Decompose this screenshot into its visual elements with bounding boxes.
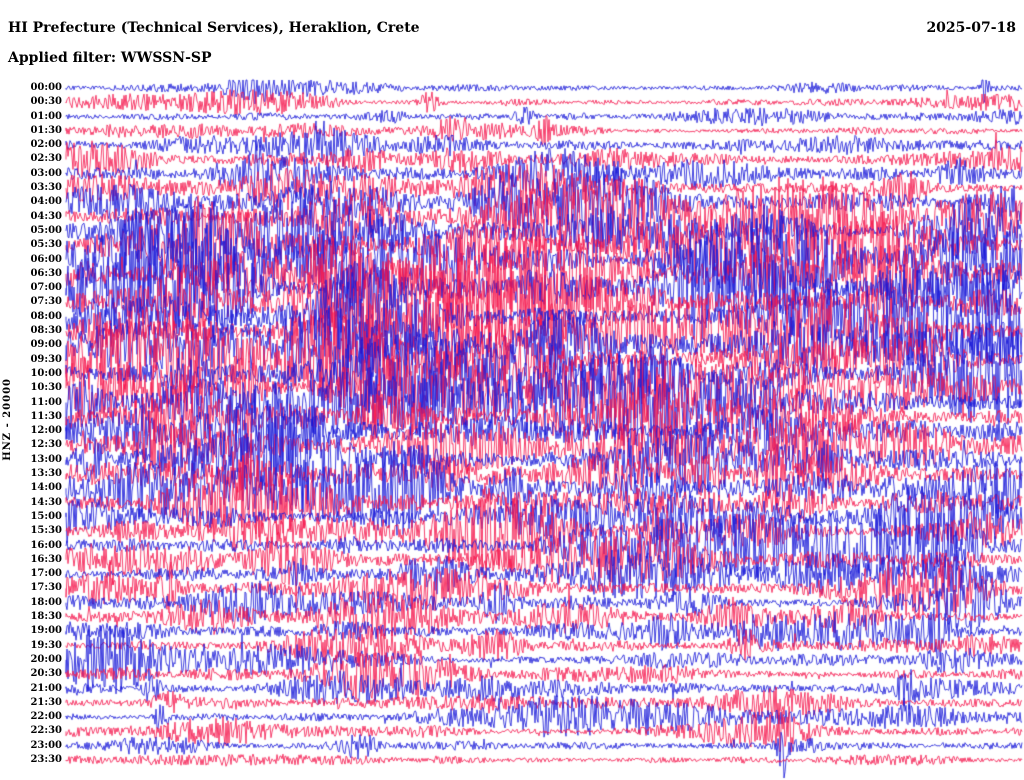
time-label: 01:00 bbox=[30, 110, 62, 122]
time-label: 06:00 bbox=[30, 253, 62, 265]
time-label: 21:00 bbox=[30, 682, 62, 694]
time-label: 22:30 bbox=[30, 725, 62, 737]
time-label: 08:30 bbox=[30, 325, 62, 337]
time-label: 16:00 bbox=[30, 539, 62, 551]
time-label: 12:00 bbox=[30, 425, 62, 437]
time-label: 23:00 bbox=[30, 739, 62, 751]
time-label: 15:30 bbox=[30, 525, 62, 537]
time-label: 18:00 bbox=[30, 596, 62, 608]
time-label: 01:30 bbox=[30, 124, 62, 136]
time-label: 18:30 bbox=[30, 611, 62, 623]
channel-scale-label: HNZ - 20000 bbox=[2, 378, 13, 461]
time-label: 14:00 bbox=[30, 482, 62, 494]
time-label: 11:00 bbox=[30, 396, 62, 408]
time-label: 19:00 bbox=[30, 625, 62, 637]
time-label: 20:30 bbox=[30, 668, 62, 680]
time-label: 10:30 bbox=[30, 382, 62, 394]
time-label: 23:30 bbox=[30, 754, 62, 765]
time-label: 03:00 bbox=[30, 167, 62, 179]
time-label: 00:30 bbox=[30, 96, 62, 108]
time-label: 09:30 bbox=[30, 353, 62, 365]
time-label: 17:30 bbox=[30, 582, 62, 594]
time-label: 04:00 bbox=[30, 196, 62, 208]
time-label: 02:30 bbox=[30, 153, 62, 165]
time-label: 00:00 bbox=[30, 82, 62, 93]
time-label: 13:30 bbox=[30, 468, 62, 480]
time-label: 22:00 bbox=[30, 711, 62, 723]
station-title: HI Prefecture (Technical Services), Hera… bbox=[8, 20, 420, 36]
time-label: 12:30 bbox=[30, 439, 62, 451]
time-label: 08:00 bbox=[30, 310, 62, 322]
filter-label: Applied filter: WWSSN-SP bbox=[8, 50, 212, 66]
time-label: 14:30 bbox=[30, 496, 62, 508]
time-label: 19:30 bbox=[30, 639, 62, 651]
time-label: 13:00 bbox=[30, 453, 62, 465]
date-label: 2025-07-18 bbox=[926, 20, 1016, 36]
time-label: 04:30 bbox=[30, 210, 62, 222]
time-label: 06:30 bbox=[30, 267, 62, 279]
time-label: 10:00 bbox=[30, 367, 62, 379]
time-label: 05:30 bbox=[30, 239, 62, 251]
time-label: 05:00 bbox=[30, 224, 62, 236]
time-label: 21:30 bbox=[30, 696, 62, 708]
time-label: 09:00 bbox=[30, 339, 62, 351]
time-label: 15:00 bbox=[30, 510, 62, 522]
time-label: 07:00 bbox=[30, 282, 62, 294]
time-label: 11:30 bbox=[30, 410, 62, 422]
time-label: 17:00 bbox=[30, 568, 62, 580]
time-label: 20:00 bbox=[30, 653, 62, 665]
time-label: 03:30 bbox=[30, 182, 62, 194]
time-label: 02:00 bbox=[30, 139, 62, 151]
time-label: 07:30 bbox=[30, 296, 62, 308]
time-label: 16:30 bbox=[30, 553, 62, 565]
